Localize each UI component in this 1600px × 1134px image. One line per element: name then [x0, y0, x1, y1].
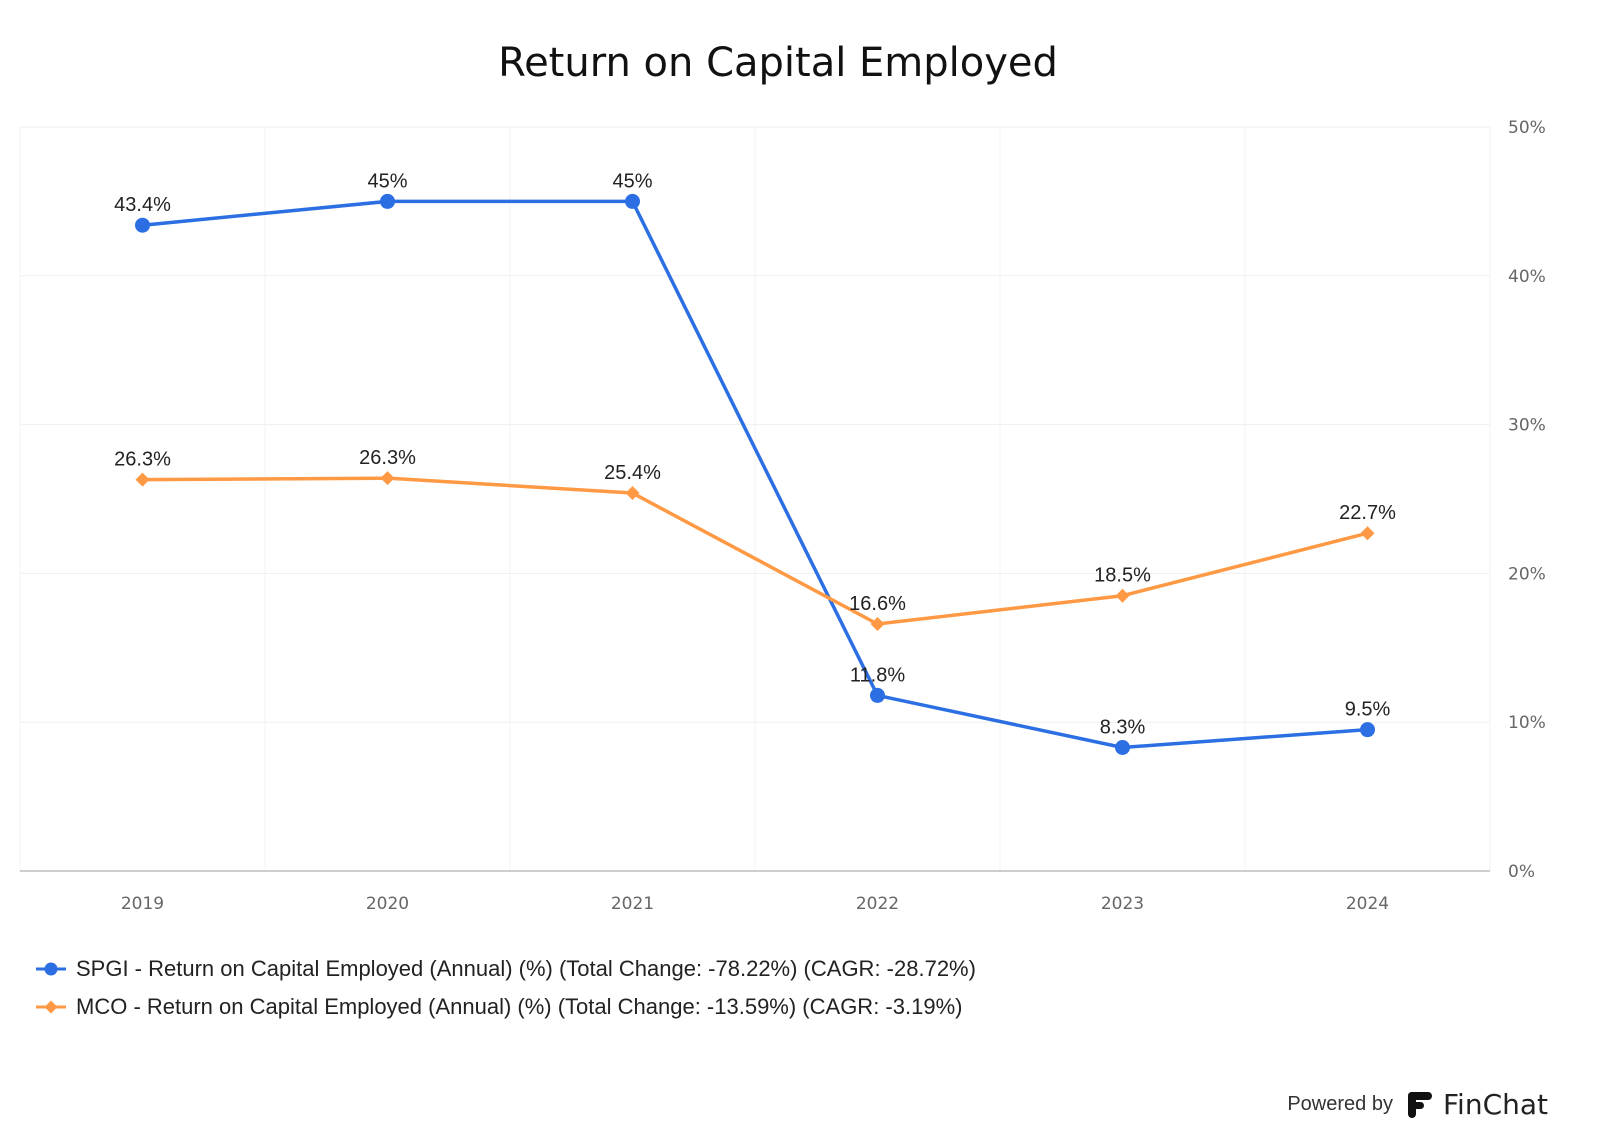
y-tick-label: 20% [1508, 564, 1546, 584]
data-label: 8.3% [1100, 716, 1146, 738]
series-line-1 [142, 476, 1368, 626]
y-tick-label: 50% [1508, 118, 1546, 138]
data-label: 25.4% [604, 462, 661, 484]
data-label: 9.5% [1345, 699, 1391, 721]
series-markers [135, 193, 1375, 755]
data-label: 43.4% [114, 194, 171, 216]
data-point[interactable] [625, 193, 640, 209]
legend-label-spgi: SPGI - Return on Capital Employed (Annua… [76, 956, 976, 981]
data-point[interactable] [1360, 526, 1375, 541]
series-line-0 [142, 199, 1368, 750]
powered-by-text: Powered by [1287, 1093, 1393, 1115]
y-tick-label: 10% [1508, 713, 1546, 733]
legend-label-mco: MCO - Return on Capital Employed (Annual… [76, 994, 963, 1019]
data-label: 11.8% [850, 664, 905, 686]
data-point[interactable] [1115, 588, 1130, 603]
x-tick-label: 2021 [611, 894, 654, 914]
y-tick-label: 40% [1508, 267, 1546, 287]
data-point[interactable] [1115, 739, 1130, 755]
data-label: 26.3% [114, 449, 171, 471]
series-lines [142, 199, 1368, 750]
data-labels: 43.4% 45% 45% 11.8% 8.3% 9.5% 26.3% 26.3% 25.4% 1… [114, 170, 1396, 738]
legend-item-spgi[interactable]: SPGI - Return on Capital Employed (Annua… [36, 950, 976, 988]
x-tick-label: 2019 [121, 894, 164, 914]
data-point[interactable] [380, 193, 395, 209]
x-tick-label: 2022 [856, 894, 899, 914]
legend-item-mco[interactable]: MCO - Return on Capital Employed (Annual… [36, 988, 976, 1026]
data-point[interactable] [1360, 722, 1375, 738]
data-point[interactable] [380, 471, 395, 486]
data-point[interactable] [135, 472, 150, 487]
data-label: 22.7% [1339, 502, 1396, 524]
x-axis-ticks: 2019 2020 2021 2022 2023 2024 [121, 894, 1389, 914]
powered-by-footer: Powered by FinChat [1287, 1088, 1548, 1121]
y-axis-ticks: 0% 10% 20% 30% 40% 50% [1508, 118, 1546, 882]
roce-line-chart: Return on Capital Employed 0% 10% 20% 30% 40… [19, 40, 1546, 914]
finchat-logo-icon [1407, 1091, 1432, 1118]
legend: SPGI - Return on Capital Employed (Annua… [36, 950, 976, 1026]
data-point[interactable] [135, 217, 150, 233]
legend-circle-marker-icon [36, 962, 66, 976]
grid [19, 126, 1491, 872]
data-label: 16.6% [849, 593, 906, 615]
data-point[interactable] [870, 687, 885, 703]
data-label: 45% [612, 170, 652, 192]
data-label: 26.3% [359, 447, 416, 469]
data-point[interactable] [625, 486, 640, 501]
y-tick-label: 0% [1508, 862, 1535, 882]
x-tick-label: 2024 [1346, 894, 1389, 914]
data-point[interactable] [870, 616, 885, 631]
data-label: 45% [367, 170, 407, 192]
legend-diamond-marker-icon [36, 1000, 66, 1014]
x-tick-label: 2023 [1101, 894, 1144, 914]
data-label: 18.5% [1094, 565, 1151, 587]
finchat-brand-text: FinChat [1442, 1088, 1548, 1121]
y-tick-label: 30% [1508, 416, 1546, 436]
chart-title: Return on Capital Employed [498, 40, 1058, 86]
x-tick-label: 2020 [366, 894, 409, 914]
